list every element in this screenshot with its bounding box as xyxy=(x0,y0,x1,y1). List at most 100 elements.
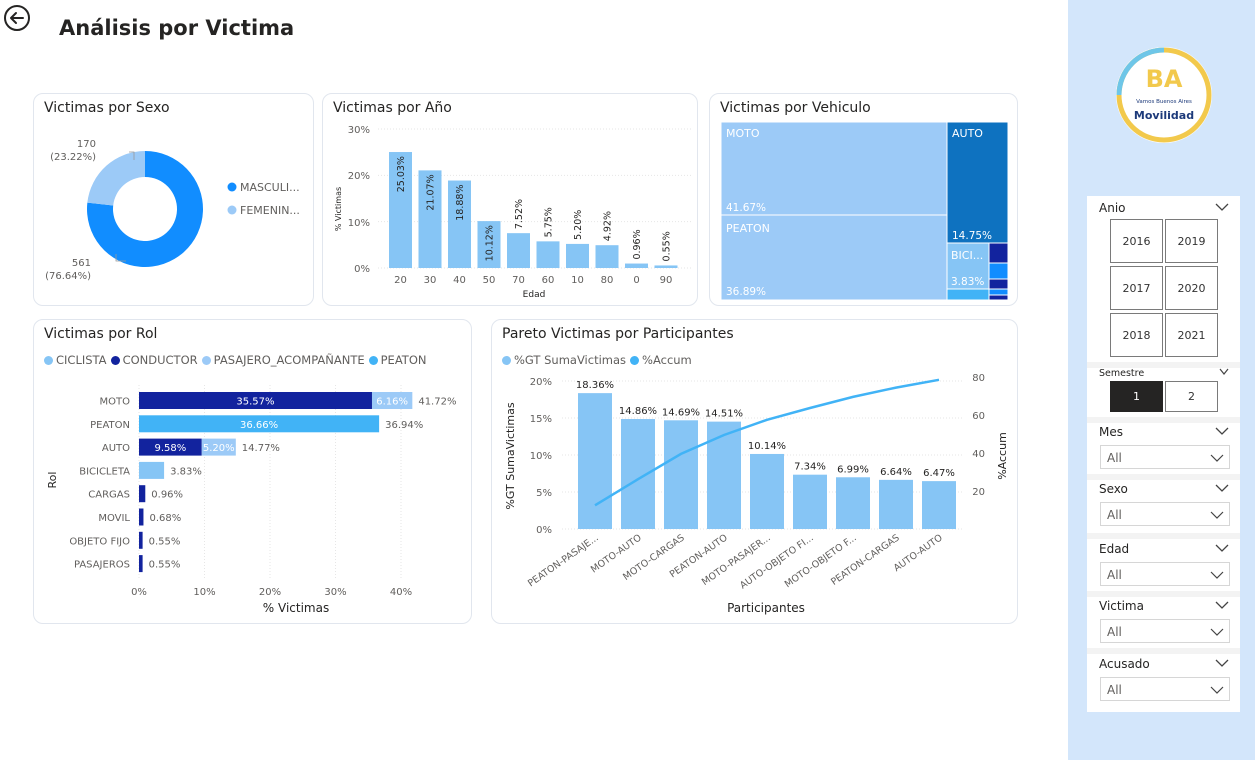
chevron-down-icon[interactable] xyxy=(1215,426,1229,436)
pareto-bar[interactable] xyxy=(707,421,741,529)
dropdown-value: All xyxy=(1107,625,1122,639)
chevron-down-icon[interactable] xyxy=(1215,543,1229,553)
bar-10[interactable] xyxy=(566,243,589,268)
legend-item-gt-suma[interactable]: %GT SumaVictimas xyxy=(502,353,626,367)
bar-segment-conductor[interactable] xyxy=(139,485,146,503)
y-tick-left: 5% xyxy=(536,488,552,499)
pareto-bar-label: 6.99% xyxy=(837,464,869,475)
pareto-bar[interactable] xyxy=(621,419,655,529)
y-tick-label: BICICLETA xyxy=(79,466,130,477)
bar-segment-conductor[interactable] xyxy=(139,508,144,526)
mes-dropdown[interactable]: All xyxy=(1100,445,1230,469)
treemap-cell-small[interactable] xyxy=(988,294,1009,301)
pareto-bar[interactable] xyxy=(750,453,784,529)
victima-dropdown[interactable]: All xyxy=(1100,619,1230,643)
legend-label-femenino[interactable]: FEMENIN... xyxy=(240,204,300,217)
bar-segment-peaton[interactable] xyxy=(139,415,380,433)
semestre-tile-1[interactable]: 1 xyxy=(1110,381,1163,412)
pareto-bar[interactable] xyxy=(922,481,956,529)
bar-0[interactable] xyxy=(625,263,648,268)
bar-30[interactable] xyxy=(418,170,442,268)
bar-segment-conductor[interactable] xyxy=(139,438,202,456)
donut-label-masc-pct: (76.64%) xyxy=(45,271,91,282)
bar-60[interactable] xyxy=(536,241,560,268)
y-tick-left: 15% xyxy=(530,414,552,425)
chevron-down-icon[interactable] xyxy=(1215,483,1229,493)
pareto-bar[interactable] xyxy=(793,474,827,529)
card-title: Victimas por Rol xyxy=(44,326,158,342)
pareto-bar[interactable] xyxy=(664,420,698,529)
bar-segment-pasajero_acompañante[interactable] xyxy=(371,392,413,409)
pareto-bar[interactable] xyxy=(879,479,913,529)
bar-segment-conductor[interactable] xyxy=(139,555,143,573)
y-tick-left: 20% xyxy=(530,377,552,388)
pareto-bar-label: 14.69% xyxy=(662,407,700,418)
bar-segment-label: 6.16% xyxy=(376,397,408,408)
donut-label-fem-pct: (23.22%) xyxy=(50,152,96,163)
chevron-down-icon[interactable] xyxy=(1219,368,1229,376)
pareto-bar[interactable] xyxy=(578,393,612,529)
treemap-cell-peaton[interactable] xyxy=(720,214,948,301)
treemap-cell-small[interactable] xyxy=(988,262,1009,280)
legend-item-conductor[interactable]: CONDUCTOR xyxy=(110,353,198,367)
bar-50[interactable] xyxy=(477,221,501,268)
sexo-dropdown[interactable]: All xyxy=(1100,502,1230,526)
legend-item-accum[interactable]: %Accum xyxy=(630,353,692,367)
bar-value-label: 18.88% xyxy=(455,185,466,221)
page-title: Análisis por Victima xyxy=(59,16,295,40)
chevron-down-icon xyxy=(1210,571,1224,579)
bar-90[interactable] xyxy=(654,265,678,268)
legend-item-ciclista[interactable]: CICLISTA xyxy=(44,353,107,367)
treemap-cell-auto[interactable] xyxy=(946,121,1009,244)
legend-dot xyxy=(44,355,53,365)
acusado-dropdown[interactable]: All xyxy=(1100,677,1230,701)
treemap-cell-small[interactable] xyxy=(946,288,990,301)
legend-item-pasajero[interactable]: PASAJERO_ACOMPAÑANTE xyxy=(201,353,365,367)
edad-dropdown[interactable]: All xyxy=(1100,562,1230,586)
bar-value-label: 0.55% xyxy=(662,231,673,261)
pareto-chart: %GT SumaVictimas %Accum Participantes 20… xyxy=(504,373,1009,615)
pareto-bar[interactable] xyxy=(836,477,870,529)
back-arrow-icon[interactable] xyxy=(3,4,31,32)
bar-70[interactable] xyxy=(507,233,530,268)
bar-total-label: 0.96% xyxy=(151,490,183,501)
y-tick-right: 80 xyxy=(972,373,985,384)
bar-segment-conductor[interactable] xyxy=(139,531,143,549)
bar-segment-conductor[interactable] xyxy=(139,392,372,409)
semestre-tile-2[interactable]: 2 xyxy=(1165,381,1218,412)
bar-80[interactable] xyxy=(595,245,619,268)
bar-value-label: 10.12% xyxy=(485,225,496,261)
chevron-down-icon[interactable] xyxy=(1215,658,1229,668)
x-tick-label: 40% xyxy=(390,587,412,598)
x-tick-label: AUTO-OBJETO FI... xyxy=(738,532,816,591)
bar-40[interactable] xyxy=(448,180,471,268)
treemap-cell-small[interactable] xyxy=(988,288,1009,296)
card-title: Victimas por Vehiculo xyxy=(720,100,871,116)
bar-20[interactable] xyxy=(389,152,412,268)
accum-line[interactable] xyxy=(594,378,940,507)
treemap-cell-small[interactable] xyxy=(988,278,1009,290)
card-title: Victimas por Año xyxy=(333,100,452,116)
treemap-cell-bici[interactable] xyxy=(946,242,990,290)
year-tile-2019[interactable]: 2019 xyxy=(1165,219,1218,263)
year-tile-2018[interactable]: 2018 xyxy=(1110,313,1163,357)
legend-item-peaton[interactable]: PEATON xyxy=(368,353,426,367)
year-tile-2021[interactable]: 2021 xyxy=(1165,313,1218,357)
year-tile-2017[interactable]: 2017 xyxy=(1110,266,1163,310)
bar-segment-ciclista[interactable] xyxy=(139,461,165,479)
donut-slice-femenino[interactable] xyxy=(87,151,145,206)
bar-segment-pasajero_acompañante[interactable] xyxy=(201,438,236,456)
year-tile-2016[interactable]: 2016 xyxy=(1110,219,1163,263)
slicer-label-edad: Edad xyxy=(1099,542,1130,556)
card-pareto-participantes: Pareto Victimas por Participantes %GT Su… xyxy=(491,319,1018,624)
chevron-down-icon[interactable] xyxy=(1215,600,1229,610)
donut-slice-masculino[interactable] xyxy=(86,151,203,267)
treemap-cell-small[interactable] xyxy=(988,242,1009,264)
year-tile-2020[interactable]: 2020 xyxy=(1165,266,1218,310)
x-tick-label: 80 xyxy=(601,275,614,286)
dropdown-value: All xyxy=(1107,508,1122,522)
x-tick-label: 0% xyxy=(131,587,147,598)
y-axis-label: % Victimas xyxy=(334,187,343,231)
chevron-down-icon[interactable] xyxy=(1215,202,1229,212)
legend-label-masculino[interactable]: MASCULI... xyxy=(240,181,300,194)
